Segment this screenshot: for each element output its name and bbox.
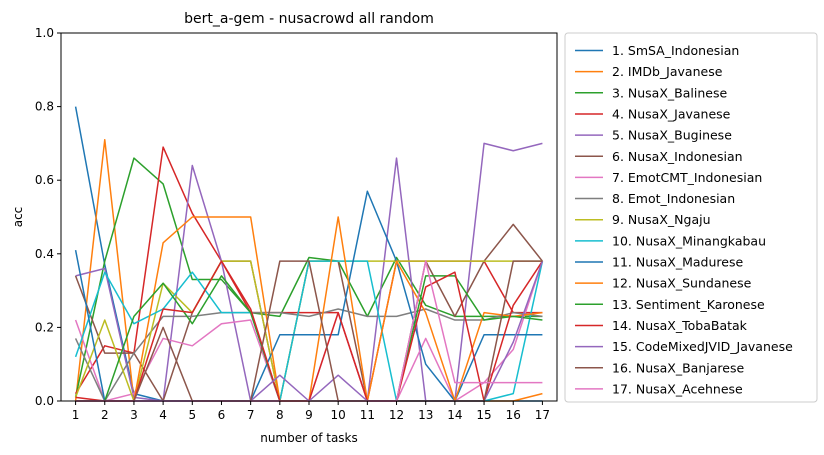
y-axis-label: acc	[11, 207, 25, 228]
x-axis-label: number of tasks	[260, 431, 358, 445]
x-tick-label: 2	[101, 408, 109, 422]
x-tick-label: 1	[72, 408, 80, 422]
y-tick-label: 1.0	[35, 26, 54, 40]
legend-label: 13. Sentiment_Karonese	[612, 297, 765, 312]
legend-label: 7. EmotCMT_Indonesian	[612, 170, 762, 185]
y-tick-label: 0.2	[35, 320, 54, 334]
x-axis: 1 2 3 4 5 6 7 8 9 10 11 12 13 14 15 16 17	[72, 401, 550, 422]
legend-label: 3. NusaX_Balinese	[612, 85, 727, 100]
x-tick-label: 15	[476, 408, 491, 422]
x-tick-label: 14	[447, 408, 462, 422]
legend-label: 17. NusaX_Acehnese	[612, 381, 743, 396]
x-tick-label: 17	[535, 408, 550, 422]
legend-label: 4. NusaX_Javanese	[612, 106, 731, 121]
series-line-8	[74, 308, 543, 402]
x-tick-label: 3	[130, 408, 138, 422]
legend-label: 5. NusaX_Buginese	[612, 128, 732, 143]
legend-label: 15. CodeMixedJVID_Javanese	[612, 339, 793, 354]
x-tick-label: 11	[360, 408, 375, 422]
y-tick-label: 0.4	[35, 247, 54, 261]
legend-label: 2. IMDb_Javanese	[612, 64, 723, 79]
legend-frame	[564, 32, 818, 403]
legend-label: 14. NusaX_TobaBatak	[612, 318, 748, 333]
series-layer	[74, 106, 544, 402]
x-tick-label: 6	[218, 408, 226, 422]
legend-label: 12. NusaX_Sundanese	[612, 276, 752, 291]
x-tick-label: 8	[276, 408, 284, 422]
x-tick-label: 5	[188, 408, 196, 422]
x-tick-label: 12	[389, 408, 404, 422]
legend-label: 1. SmSA_Indonesian	[612, 43, 739, 58]
x-tick-label: 13	[418, 408, 433, 422]
y-tick-label: 0.0	[35, 394, 54, 408]
legend-label: 11. NusaX_Madurese	[612, 255, 743, 270]
y-tick-label: 0.8	[35, 100, 54, 114]
legend-label: 16. NusaX_Banjarese	[612, 360, 744, 375]
x-tick-label: 10	[331, 408, 346, 422]
legend-label: 10. NusaX_Minangkabau	[612, 233, 766, 248]
legend: 1. SmSA_Indonesian 2. IMDb_Javanese 3. Nus…	[564, 32, 818, 403]
x-tick-label: 16	[506, 408, 521, 422]
legend-label: 9. NusaX_Ngaju	[612, 212, 711, 227]
legend-label: 6. NusaX_Indonesian	[612, 149, 743, 164]
x-tick-label: 7	[247, 408, 255, 422]
y-axis: 0.0 0.2 0.4 0.6 0.8 1.0	[35, 26, 61, 408]
chart-title: bert_a-gem - nusacrowd all random	[184, 11, 434, 27]
y-tick-label: 0.6	[35, 173, 54, 187]
legend-label: 8. Emot_Indonesian	[612, 191, 735, 206]
x-tick-label: 4	[159, 408, 167, 422]
x-tick-label: 9	[305, 408, 313, 422]
